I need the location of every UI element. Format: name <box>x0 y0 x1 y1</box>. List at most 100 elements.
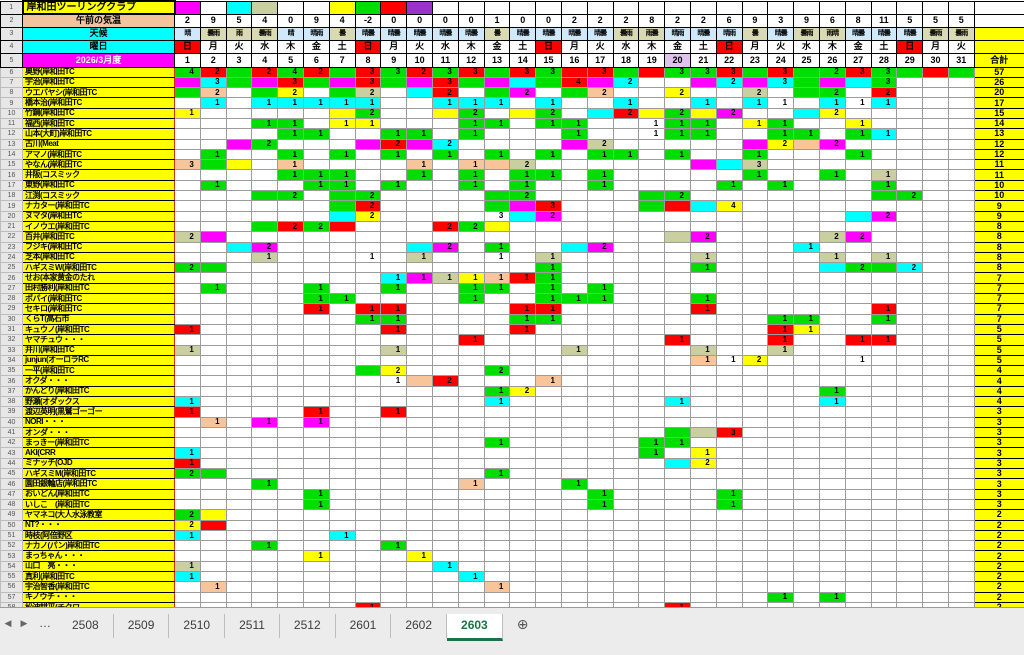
attendance-cell[interactable] <box>870 344 898 356</box>
attendance-cell[interactable] <box>715 375 743 387</box>
attendance-cell[interactable] <box>302 581 330 593</box>
row-header[interactable]: 38 <box>0 395 23 408</box>
attendance-cell[interactable] <box>922 498 949 511</box>
attendance-cell[interactable] <box>612 179 640 192</box>
member-name-cell[interactable]: ナカノ(パン)岸和田TC <box>22 540 175 552</box>
attendance-cell[interactable] <box>896 231 924 243</box>
attendance-cell[interactable] <box>483 179 511 192</box>
attendance-cell[interactable] <box>793 293 820 305</box>
attendance-cell[interactable] <box>586 210 614 222</box>
attendance-cell[interactable]: 1 <box>767 591 795 603</box>
attendance-cell[interactable] <box>638 540 666 552</box>
attendance-cell[interactable] <box>870 354 898 367</box>
attendance-cell[interactable] <box>870 241 898 253</box>
weekday-cell[interactable]: 金 <box>483 39 511 54</box>
attendance-cell[interactable] <box>354 478 382 490</box>
row-header[interactable]: 20 <box>0 210 23 222</box>
attendance-cell[interactable] <box>225 313 253 325</box>
attendance-cell[interactable] <box>251 159 279 171</box>
attendance-cell[interactable] <box>380 293 408 305</box>
attendance-cell[interactable] <box>328 76 356 89</box>
attendance-cell[interactable]: 1 <box>406 251 433 264</box>
attendance-cell[interactable] <box>947 385 975 398</box>
attendance-cell[interactable] <box>715 128 743 140</box>
attendance-cell[interactable] <box>767 200 795 212</box>
attendance-cell[interactable] <box>767 272 795 284</box>
row-header[interactable]: 51 <box>0 529 23 542</box>
attendance-cell[interactable] <box>612 498 640 511</box>
row-header[interactable]: 14 <box>0 148 23 161</box>
member-name-cell[interactable]: 古川(Meat <box>22 138 175 150</box>
attendance-cell[interactable] <box>586 416 614 428</box>
attendance-cell[interactable] <box>535 323 562 336</box>
attendance-cell[interactable] <box>225 138 253 150</box>
attendance-cell[interactable] <box>741 447 769 459</box>
attendance-cell[interactable] <box>302 375 330 387</box>
attendance-cell[interactable] <box>509 550 537 562</box>
attendance-cell[interactable] <box>741 241 769 253</box>
total-cell[interactable]: 26 <box>973 76 1024 89</box>
attendance-cell[interactable] <box>225 200 253 212</box>
attendance-cell[interactable] <box>509 365 537 377</box>
weather-cell[interactable]: 晴曇 <box>535 26 562 41</box>
attendance-cell[interactable] <box>302 190 330 202</box>
member-name-cell[interactable]: 一平(岸和田TC <box>22 365 175 377</box>
attendance-cell[interactable] <box>922 323 949 336</box>
attendance-cell[interactable] <box>277 138 304 150</box>
row-header[interactable]: 22 <box>0 231 23 243</box>
date-cell[interactable]: 27 <box>844 52 872 68</box>
attendance-cell[interactable] <box>689 375 717 387</box>
weather-label-cell[interactable]: 天候 <box>22 26 175 41</box>
attendance-cell[interactable] <box>535 241 562 253</box>
attendance-cell[interactable]: 1 <box>612 148 640 161</box>
attendance-cell[interactable] <box>225 591 253 603</box>
attendance-cell[interactable] <box>328 334 356 346</box>
attendance-cell[interactable] <box>457 540 485 552</box>
attendance-cell[interactable] <box>174 282 201 295</box>
attendance-cell[interactable] <box>638 323 666 336</box>
member-name-cell[interactable]: キノウチ・・・ <box>22 591 175 603</box>
weather-cell[interactable]: 晴曇 <box>354 26 382 41</box>
weather-cell[interactable]: 晴曇 <box>767 26 795 41</box>
attendance-cell[interactable] <box>793 190 820 202</box>
row-header[interactable]: 43 <box>0 447 23 459</box>
attendance-cell[interactable]: 1 <box>535 251 562 264</box>
attendance-cell[interactable] <box>638 344 666 356</box>
attendance-cell[interactable] <box>251 447 279 459</box>
member-name-cell[interactable]: 福西(岸和田TC <box>22 117 175 130</box>
attendance-cell[interactable] <box>535 560 562 573</box>
attendance-cell[interactable] <box>586 571 614 583</box>
weather-cell[interactable]: 曇 <box>741 26 769 41</box>
total-cell[interactable]: 7 <box>973 313 1024 325</box>
attendance-cell[interactable] <box>302 457 330 470</box>
attendance-cell[interactable]: 1 <box>689 97 717 109</box>
attendance-cell[interactable] <box>922 354 949 367</box>
attendance-cell[interactable] <box>922 591 949 603</box>
row-header[interactable]: 54 <box>0 560 23 573</box>
attendance-cell[interactable] <box>741 519 769 531</box>
member-name-cell[interactable]: NT?・・・ <box>22 519 175 531</box>
attendance-cell[interactable]: 1 <box>174 344 201 356</box>
attendance-cell[interactable] <box>302 437 330 449</box>
attendance-cell[interactable] <box>302 272 330 284</box>
attendance-cell[interactable]: 1 <box>380 344 408 356</box>
attendance-cell[interactable] <box>664 591 691 603</box>
attendance-cell[interactable]: 1 <box>818 395 846 408</box>
attendance-cell[interactable] <box>818 365 846 377</box>
attendance-cell[interactable] <box>638 385 666 398</box>
attendance-cell[interactable] <box>818 148 846 161</box>
temperature-cell[interactable]: 4 <box>328 13 356 28</box>
attendance-cell[interactable] <box>612 468 640 480</box>
attendance-cell[interactable] <box>638 591 666 603</box>
attendance-cell[interactable] <box>741 282 769 295</box>
attendance-cell[interactable] <box>844 406 872 418</box>
attendance-cell[interactable]: 1 <box>354 117 382 130</box>
club-title-cell[interactable]: 岸和田ツーリングクラブ <box>21 0 176 15</box>
temperature-cell[interactable]: 5 <box>896 13 924 28</box>
attendance-cell[interactable] <box>844 179 872 192</box>
attendance-cell[interactable] <box>457 406 485 418</box>
attendance-cell[interactable] <box>793 406 820 418</box>
attendance-cell[interactable] <box>535 519 562 531</box>
date-cell[interactable]: 4 <box>251 52 279 68</box>
attendance-cell[interactable]: 1 <box>612 97 640 109</box>
